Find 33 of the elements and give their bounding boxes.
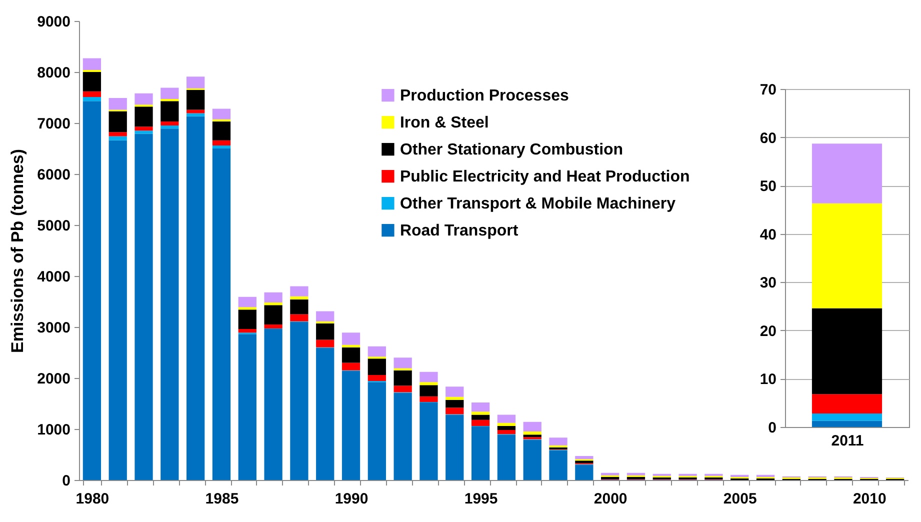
y-tick-label: 60 bbox=[760, 130, 776, 147]
y-tick-label: 50 bbox=[760, 178, 776, 196]
y-tick-label: 3000 bbox=[37, 320, 70, 336]
y-tick-label: 8000 bbox=[37, 64, 70, 82]
x-tick-label: 1990 bbox=[334, 490, 368, 508]
y-tick-label: 40 bbox=[760, 226, 776, 244]
y-tick-label: 5000 bbox=[37, 218, 70, 234]
y-tick-label: 70 bbox=[760, 82, 776, 98]
legend-label: Other Stationary Combustion bbox=[400, 141, 624, 158]
legend-label: Public Electricity and Heat Production bbox=[400, 168, 690, 186]
y-tick-label: 0 bbox=[62, 472, 70, 490]
y-tick-label: 7000 bbox=[37, 116, 70, 132]
x-tick-label: 1985 bbox=[205, 490, 239, 508]
y-tick-label: 1000 bbox=[37, 422, 70, 438]
y-tick-label: 20 bbox=[760, 322, 776, 340]
y-tick-label: 2000 bbox=[37, 370, 70, 388]
y-tick-label: 9000 bbox=[37, 14, 70, 30]
x-tick-label: 2011 bbox=[831, 432, 864, 450]
legend-label: Other Transport & Mobile Machinery bbox=[400, 195, 676, 212]
y-axis-title: Emissions of Pb (tonnes) bbox=[8, 148, 28, 354]
legend-label: Production Processes bbox=[400, 87, 570, 104]
legend-label: Iron & Steel bbox=[400, 114, 489, 132]
y-tick-label: 0 bbox=[768, 420, 776, 436]
x-tick-label: 2000 bbox=[594, 490, 628, 508]
x-tick-label: 1995 bbox=[464, 490, 498, 508]
y-tick-label: 30 bbox=[760, 274, 776, 292]
x-tick-label: 1980 bbox=[76, 490, 110, 508]
y-tick-label: 6000 bbox=[37, 166, 70, 184]
x-tick-label: 2010 bbox=[852, 490, 886, 508]
legend-label: Road Transport bbox=[400, 222, 519, 240]
y-tick-label: 4000 bbox=[37, 268, 70, 286]
y-tick-label: 10 bbox=[760, 371, 776, 388]
x-tick-label: 2005 bbox=[723, 490, 757, 508]
